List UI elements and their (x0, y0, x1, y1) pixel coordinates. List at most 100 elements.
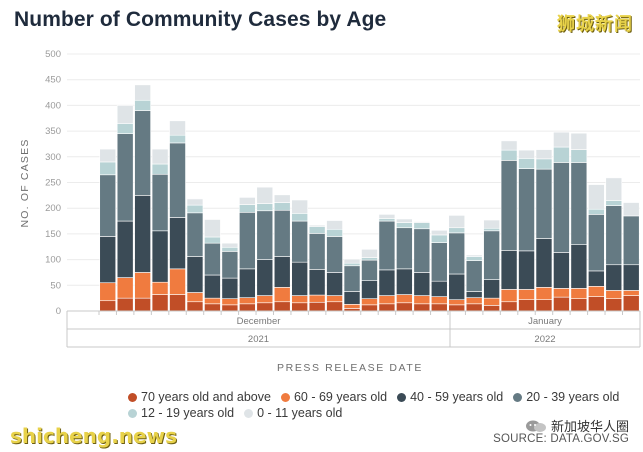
bar-stack (605, 177, 623, 312)
bar-segment (186, 292, 204, 303)
legend-swatch (513, 392, 523, 402)
bar-segment (500, 301, 518, 312)
bar-segment (448, 215, 466, 229)
bar-segment (134, 195, 151, 273)
legend-item: 70 years old and above (128, 389, 271, 405)
bar-segment (448, 227, 466, 234)
bar-stack (134, 84, 151, 312)
bar-segment (169, 294, 186, 312)
bar-segment (221, 298, 239, 306)
bar-stack (396, 218, 413, 312)
legend-swatch (397, 392, 407, 402)
bar-segment (588, 208, 605, 215)
bar-segment (483, 297, 500, 306)
legend-item: 0 - 11 years old (244, 405, 342, 421)
bar-segment (588, 184, 605, 210)
bar-segment (500, 250, 518, 290)
bar-segment (622, 264, 640, 291)
bar-stack (588, 184, 605, 312)
bar-segment (221, 304, 239, 312)
bar-segment (308, 224, 326, 228)
bar-segment (186, 204, 204, 214)
legend: 70 years old and above 60 - 69 years old 4… (128, 389, 638, 421)
bar-segment (256, 210, 274, 260)
bar-segment (326, 228, 343, 237)
bar-segment (535, 299, 553, 312)
bar-segment (239, 212, 256, 270)
bar-segment (483, 305, 500, 312)
bar-segment (273, 287, 291, 303)
bar-segment (186, 301, 204, 312)
bar-segment (151, 294, 169, 312)
bar-segment (588, 214, 605, 272)
bar-stack (570, 132, 588, 312)
bar-segment (239, 268, 256, 298)
bar-segment (588, 286, 605, 297)
bar-stack (116, 105, 134, 312)
bar-segment (378, 214, 396, 219)
bar-segment (239, 297, 256, 305)
x-year-label: 2021 (248, 334, 269, 345)
bar-segment (413, 228, 431, 273)
bar-segment (535, 158, 553, 170)
bar-segment (134, 110, 151, 196)
bar-segment (99, 282, 117, 302)
bar-segment (396, 302, 413, 312)
bar-segment (378, 295, 396, 305)
legend-swatch (244, 408, 254, 418)
bar-segment (553, 296, 570, 312)
bar-segment (535, 287, 553, 300)
bar-segment (116, 123, 134, 134)
bar-segment (535, 238, 553, 288)
bar-segment (186, 256, 204, 293)
bar-segment (204, 236, 221, 244)
legend-swatch (128, 408, 137, 418)
bar-segment (308, 294, 326, 303)
bar-stack (326, 220, 343, 312)
bar-segment (256, 259, 274, 296)
bar-segment (465, 303, 483, 312)
bar-segment (134, 84, 151, 101)
y-tick-label: 0 (56, 306, 61, 317)
bar-segment (291, 220, 308, 263)
bar-segment (204, 303, 221, 312)
x-axis: December 2021 January 2022 (66, 310, 641, 348)
bar-stack (378, 214, 396, 312)
bar-stack (483, 219, 500, 312)
y-tick-label: 100 (45, 255, 61, 266)
legend-label: 20 - 39 years old (526, 390, 620, 404)
bar-segment (413, 221, 431, 223)
bar-segment (622, 295, 640, 312)
bar-segment (151, 281, 169, 295)
bar-segment (483, 219, 500, 229)
bar-segment (151, 230, 169, 283)
y-axis-label: NO. OF CASES (19, 138, 31, 227)
bar-segment (378, 303, 396, 312)
bar-segment (308, 233, 326, 270)
bar-stack (204, 219, 221, 312)
bar-stack (430, 230, 448, 312)
bar-segment (116, 277, 134, 299)
bar-segment (430, 234, 448, 243)
y-tick-label: 500 (45, 49, 61, 60)
bar-stack (239, 197, 256, 312)
y-tick-label: 200 (45, 203, 61, 214)
bar-segment (465, 260, 483, 292)
bar-segment (570, 298, 588, 312)
bar-segment (308, 301, 326, 312)
bar-segment (396, 294, 413, 304)
bar-segment (622, 202, 640, 217)
bar-segment (343, 262, 361, 267)
x-month-label: January (528, 316, 562, 327)
bar-stack (448, 215, 466, 312)
bar-segment (116, 297, 134, 312)
bar-segment (256, 295, 274, 304)
bar-segment (239, 197, 256, 205)
bar-segment (256, 302, 274, 312)
bar-segment (570, 132, 588, 150)
bar-segment (273, 209, 291, 257)
bar-segment (553, 131, 570, 148)
bar-segment (518, 299, 535, 312)
bar-segment (500, 140, 518, 151)
